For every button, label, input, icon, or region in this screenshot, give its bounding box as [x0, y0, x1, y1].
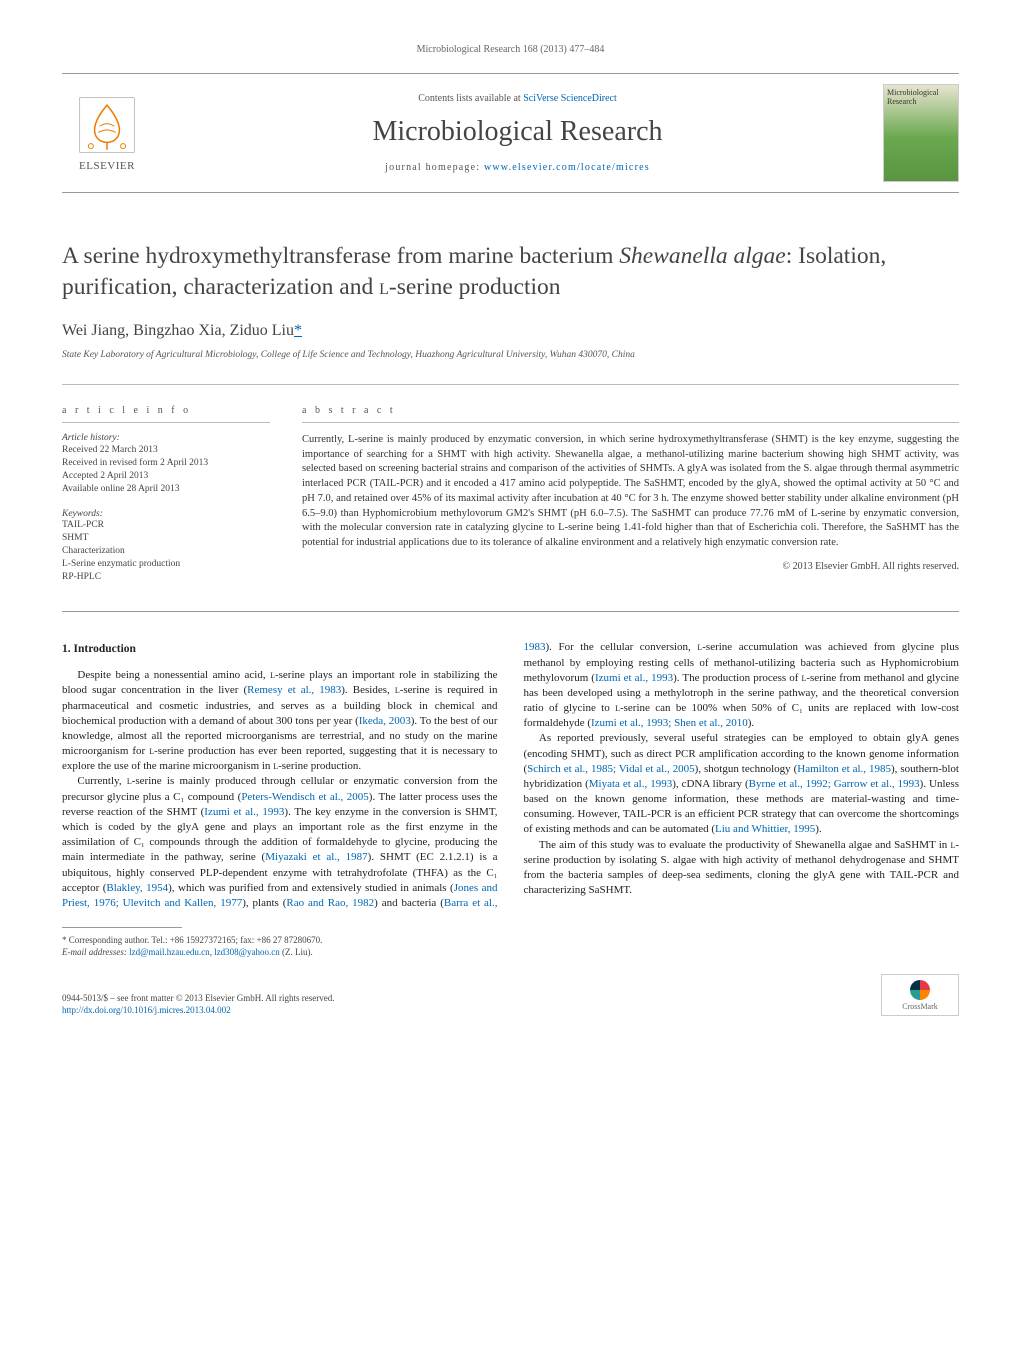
citation-link[interactable]: Hamilton et al., 1985 [797, 763, 891, 775]
issn-line: 0944-5013/$ – see front matter © 2013 El… [62, 992, 335, 1004]
crossmark-badge[interactable]: CrossMark [881, 974, 959, 1016]
journal-homepage-line: journal homepage: www.elsevier.com/locat… [152, 162, 883, 173]
corresponding-author-mark[interactable]: * [294, 322, 302, 339]
citation-link[interactable]: Izumi et al., 1993 [595, 672, 673, 684]
revised-line: Received in revised form 2 April 2013 [62, 457, 270, 470]
author-names: Wei Jiang, Bingzhao Xia, Ziduo Liu [62, 322, 294, 339]
keyword-item: SHMT [62, 532, 270, 545]
journal-homepage-link[interactable]: www.elsevier.com/locate/micres [484, 162, 650, 173]
title-part-3: -serine production [389, 274, 561, 300]
citation-link[interactable]: Izumi et al., 1993 [204, 806, 284, 818]
authors: Wei Jiang, Bingzhao Xia, Ziduo Liu* [62, 322, 959, 340]
journal-title: Microbiological Research [152, 116, 883, 148]
keyword-item: Characterization [62, 545, 270, 558]
email-label: E-mail addresses: [62, 947, 129, 957]
masthead-center: Contents lists available at SciVerse Sci… [152, 93, 883, 173]
citation-link[interactable]: Peters-Wendisch et al., 2005 [241, 791, 368, 803]
title-part-1: A serine hydroxymethyltransferase from m… [62, 243, 619, 269]
divider [62, 384, 959, 385]
citation-link[interactable]: Remesy et al., 1983 [247, 684, 341, 696]
keywords-label: Keywords: [62, 509, 270, 519]
citation-link[interactable]: Liu and Whittier, 1995 [715, 823, 815, 835]
divider [62, 611, 959, 612]
crossmark-label: CrossMark [902, 1002, 938, 1011]
citation-link[interactable]: Ikeda, 2003 [359, 715, 411, 727]
article-body: 1. Introduction Despite being a nonessen… [62, 640, 959, 911]
abstract-label: a b s t r a c t [302, 405, 959, 423]
accepted-line: Accepted 2 April 2013 [62, 470, 270, 483]
footnote-separator [62, 927, 182, 928]
paragraph: The aim of this study was to evaluate th… [524, 838, 960, 899]
citation-link[interactable]: Blakley, 1954 [106, 882, 168, 894]
contents-available-line: Contents lists available at SciVerse Sci… [152, 93, 883, 104]
keyword-item: L-Serine enzymatic production [62, 558, 270, 571]
publisher-block: ELSEVIER [62, 94, 152, 172]
corresponding-author-footnote: * Corresponding author. Tel.: +86 159273… [62, 934, 959, 958]
article-title: A serine hydroxymethyltransferase from m… [62, 241, 959, 302]
title-species: Shewanella algae [619, 243, 785, 269]
citation-link[interactable]: Miyata et al., 1993 [589, 778, 672, 790]
keyword-item: TAIL-PCR [62, 519, 270, 532]
footnote-email-line: E-mail addresses: lzd@mail.hzau.edu.cn, … [62, 946, 959, 958]
citation-link[interactable]: Izumi et al., 1993; Shen et al., 2010 [591, 717, 748, 729]
sciencedirect-link[interactable]: SciVerse ScienceDirect [523, 93, 617, 104]
paragraph: As reported previously, several useful s… [524, 731, 960, 837]
email-link[interactable]: lzd@mail.hzau.edu.cn [129, 947, 210, 957]
online-line: Available online 28 April 2013 [62, 483, 270, 496]
history-label: Article history: [62, 433, 270, 443]
abstract-text: Currently, L-serine is mainly produced b… [302, 433, 959, 551]
publisher-name: ELSEVIER [79, 160, 135, 172]
abstract-copyright: © 2013 Elsevier GmbH. All rights reserve… [302, 561, 959, 572]
citation-link[interactable]: Schirch et al., 1985; Vidal et al., 2005 [527, 763, 695, 775]
heading-introduction: 1. Introduction [62, 642, 498, 658]
citation-link[interactable]: Byrne et al., 1992; Garrow et al., 1993 [749, 778, 920, 790]
crossmark-icon [910, 980, 930, 1000]
footer-meta: 0944-5013/$ – see front matter © 2013 El… [62, 992, 335, 1016]
received-line: Received 22 March 2013 [62, 444, 270, 457]
masthead: ELSEVIER Contents lists available at Sci… [62, 73, 959, 193]
running-header: Microbiological Research 168 (2013) 477–… [62, 44, 959, 55]
article-info-column: a r t i c l e i n f o Article history: R… [62, 405, 270, 583]
abstract-column: a b s t r a c t Currently, L-serine is m… [302, 405, 959, 583]
citation-link[interactable]: Rao and Rao, 1982 [286, 897, 374, 909]
footnote-tel-fax: * Corresponding author. Tel.: +86 159273… [62, 934, 959, 946]
paragraph: Despite being a nonessential amino acid,… [62, 668, 498, 774]
elsevier-tree-icon [76, 94, 138, 156]
keyword-item: RP-HPLC [62, 571, 270, 584]
article-info-label: a r t i c l e i n f o [62, 405, 270, 423]
journal-cover-thumbnail: Microbiological Research [883, 84, 959, 182]
homepage-prefix: journal homepage: [385, 162, 484, 173]
doi-link[interactable]: http://dx.doi.org/10.1016/j.micres.2013.… [62, 1005, 231, 1015]
contents-prefix: Contents lists available at [418, 93, 523, 104]
email-link[interactable]: lzd308@yahoo.cn [214, 947, 280, 957]
cover-title: Microbiological Research [887, 88, 955, 106]
title-smallcaps: l [379, 274, 389, 300]
citation-link[interactable]: Miyazaki et al., 1987 [265, 851, 367, 863]
affiliation: State Key Laboratory of Agricultural Mic… [62, 350, 959, 360]
